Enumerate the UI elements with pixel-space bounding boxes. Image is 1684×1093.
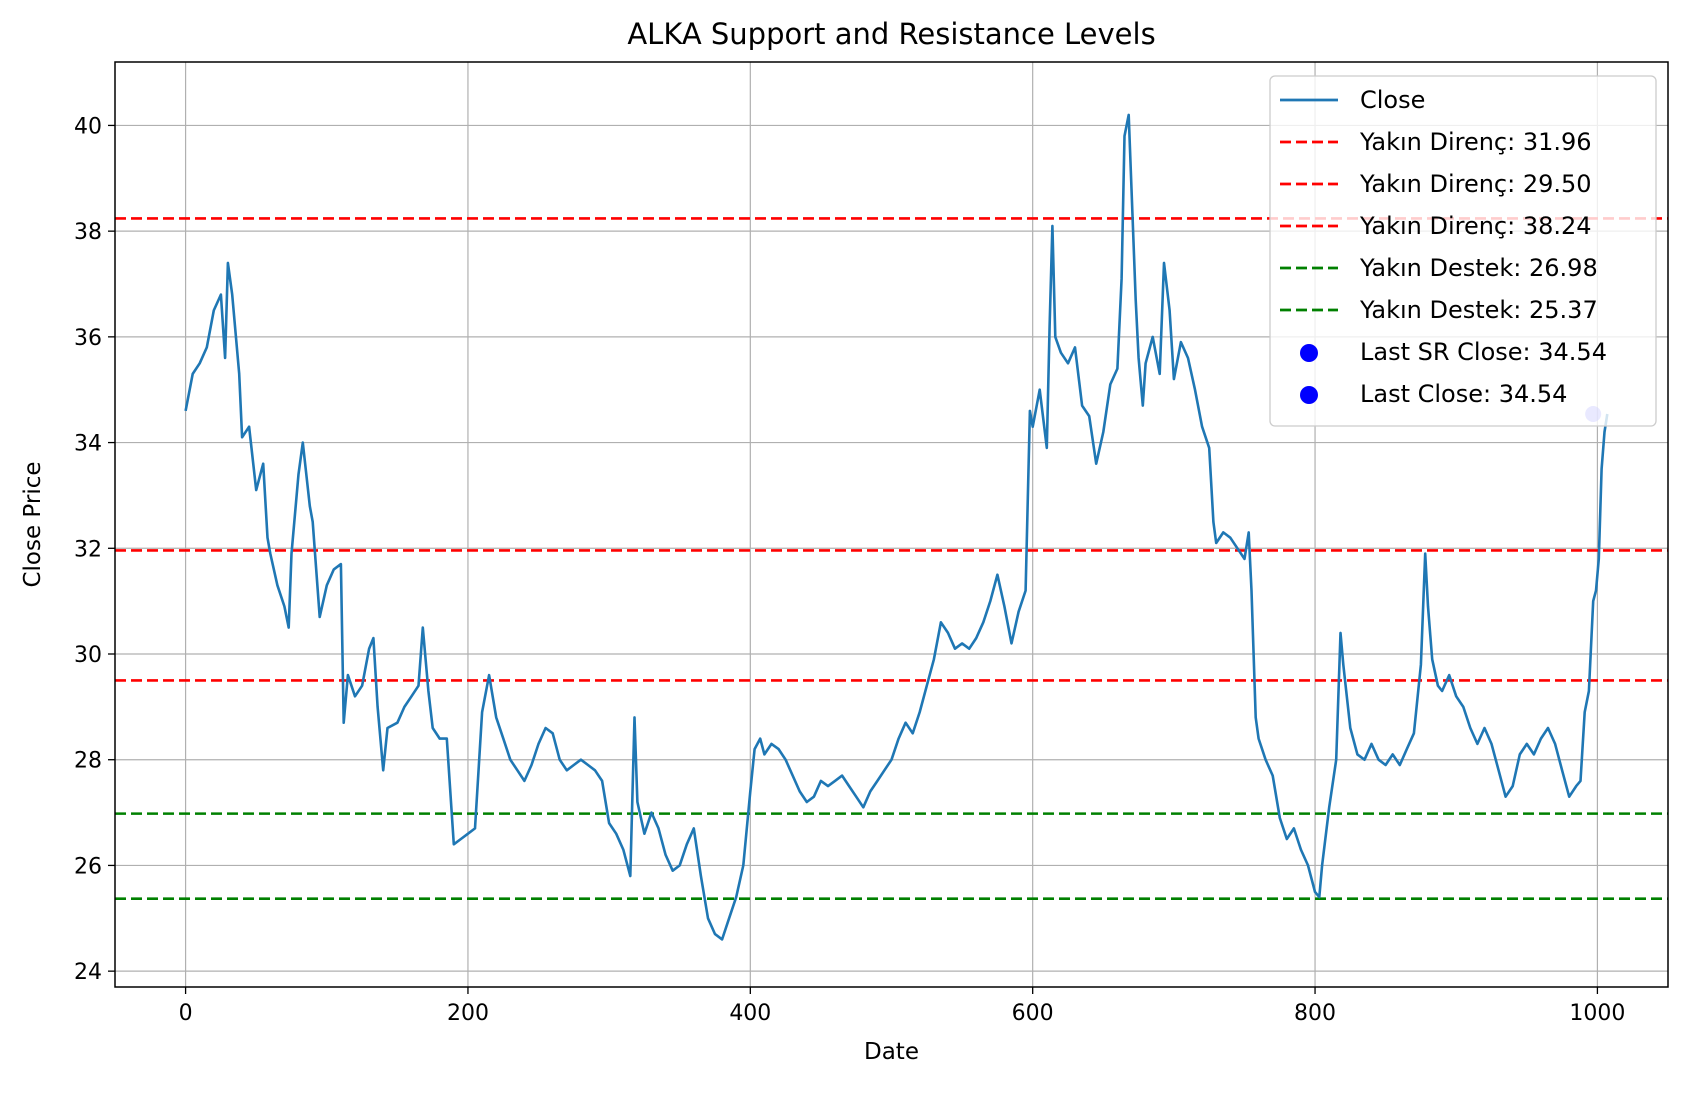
- y-tick-label: 32: [74, 537, 102, 562]
- y-tick-label: 34: [74, 432, 102, 457]
- x-tick-label: 600: [1012, 1001, 1054, 1026]
- legend-label: Close: [1360, 86, 1425, 114]
- legend-label: Last SR Close: 34.54: [1360, 338, 1607, 366]
- y-tick-label: 28: [74, 749, 102, 774]
- x-tick-label: 0: [179, 1001, 193, 1026]
- y-axis-title: Close Price: [20, 461, 46, 587]
- legend-label: Yakın Direnç: 31.96: [1359, 128, 1592, 156]
- y-tick-label: 38: [74, 220, 102, 245]
- reference-lines: [115, 217, 1668, 901]
- legend-label: Last Close: 34.54: [1360, 380, 1567, 408]
- x-tick-label: 200: [447, 1001, 489, 1026]
- y-tick-label: 40: [74, 114, 102, 139]
- chart-title: ALKA Support and Resistance Levels: [627, 17, 1155, 51]
- x-tick-label: 1000: [1569, 1001, 1625, 1026]
- y-tick-label: 24: [74, 960, 102, 985]
- legend-label: Yakın Destek: 25.37: [1359, 296, 1598, 324]
- axis-ticks: 0 200 400 600 800 1000 24 26 28 30 32 34 36 38 40: [74, 114, 1625, 1026]
- series-line-close: [184, 113, 1609, 941]
- legend-box: [1269, 75, 1657, 427]
- plot-frame: [114, 61, 1669, 988]
- y-tick-label: 36: [74, 326, 102, 351]
- y-tick-label: 26: [74, 854, 102, 879]
- grid: [115, 62, 1668, 987]
- x-tick-label: 800: [1294, 1001, 1336, 1026]
- series-lines: [184, 113, 1609, 941]
- x-axis-title: Date: [864, 1039, 919, 1065]
- legend-swatch: [1300, 344, 1318, 362]
- legend-label: Yakın Destek: 26.98: [1359, 254, 1598, 282]
- legend-label: Yakın Direnç: 29.50: [1359, 170, 1592, 198]
- legend-label: Yakın Direnç: 38.24: [1359, 212, 1592, 240]
- legend-swatch: [1300, 386, 1318, 404]
- legend: Close Yakın Direnç: 31.96 Yakın Direnç: 29…: [1269, 75, 1657, 427]
- x-tick-label: 400: [729, 1001, 771, 1026]
- y-tick-label: 30: [74, 643, 102, 668]
